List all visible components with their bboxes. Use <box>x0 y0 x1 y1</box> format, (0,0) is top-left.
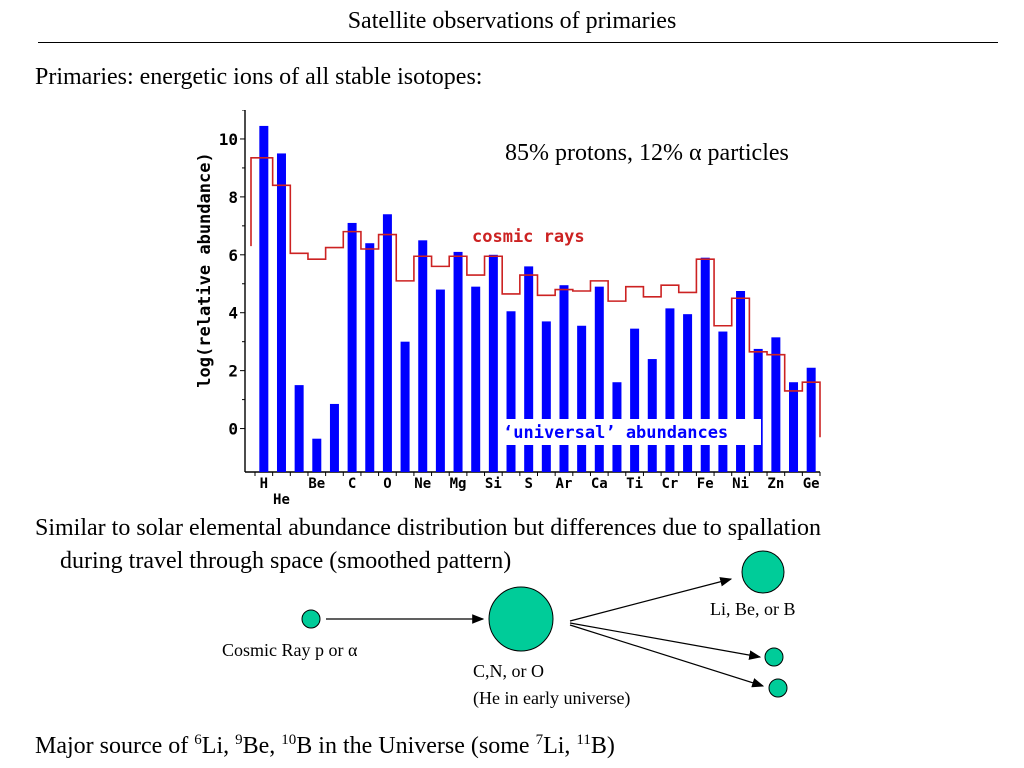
universal-abundances-legend: ‘universal’ abundances <box>503 423 728 443</box>
bar-Ge <box>806 367 816 472</box>
bar-Na <box>435 289 445 472</box>
bar-B <box>329 403 339 472</box>
paragraph-line-2: during travel through space (smoothed pa… <box>60 548 512 574</box>
cosmic-ray-particle <box>301 609 321 629</box>
bar-Co <box>718 331 728 472</box>
cosmic-rays-line <box>250 156 821 438</box>
x-tick-label: Ni <box>732 476 749 492</box>
y-tick-label: 10 <box>219 130 238 149</box>
bar-V <box>647 359 657 472</box>
bar-H <box>259 125 269 472</box>
x-tick-label: Mg <box>450 476 467 492</box>
li7-text: Li, <box>543 733 577 759</box>
bar-C <box>347 222 357 472</box>
x-tick-label: Zn <box>767 476 784 492</box>
y-tick-label: 0 <box>228 420 238 439</box>
product-nucleus-large <box>741 550 785 594</box>
x-tick-label: Ne <box>414 476 431 492</box>
target-nucleus <box>488 586 554 652</box>
y-tick-label: 6 <box>228 246 238 265</box>
b-text: B in the Universe (some <box>296 733 536 759</box>
target-label-2: (He in early universe) <box>473 688 630 709</box>
li6-mass: 6 <box>194 732 202 748</box>
x-tick-label: C <box>348 476 356 492</box>
composition-text: 85% protons, 12% α particles <box>505 140 789 166</box>
bar-He <box>276 153 286 472</box>
y-tick-label: 8 <box>228 188 238 207</box>
bar-P <box>506 311 516 472</box>
product-nucleus-small-1 <box>764 647 784 667</box>
x-tick-label: He <box>273 492 290 508</box>
incoming-label: Cosmic Ray p or α <box>222 640 358 660</box>
footer-text: Major source of 6Li, 9Be, 10B in the Uni… <box>35 733 615 760</box>
be9-mass: 9 <box>235 732 243 748</box>
bar-Mg <box>453 251 463 472</box>
bar-Ca <box>594 286 604 472</box>
bar-O <box>382 214 392 473</box>
li7-mass: 7 <box>535 732 544 748</box>
bar-Cr <box>665 308 675 472</box>
b10-mass: 10 <box>281 732 297 748</box>
y-tick-label: 4 <box>228 304 238 323</box>
bar-Mn <box>683 314 693 472</box>
x-tick-label: Be <box>308 476 325 492</box>
bar-Fe <box>700 257 710 472</box>
x-tick-label: Ar <box>556 476 573 492</box>
x-tick-label: Ca <box>591 476 608 492</box>
x-tick-label: O <box>383 476 391 492</box>
target-label-1: C,N, or O <box>473 661 544 681</box>
bar-Ne <box>418 240 428 472</box>
x-tick-label: Ge <box>803 476 820 492</box>
b11-text: B) <box>590 733 615 759</box>
y-axis-label: log(relative abundance) <box>195 152 215 387</box>
x-tick-label: Fe <box>697 476 714 492</box>
cosmic-rays-legend: cosmic rays <box>472 227 585 247</box>
product-arrow-3 <box>569 624 765 688</box>
be-text: Be, <box>242 733 282 759</box>
bar-Li <box>294 385 304 472</box>
abundance-chart: 0 2 4 6 8 10 H Be C O Ne Mg Si S Ar Ca Ti Cr Fe Ni Zn Ge He l… <box>195 110 821 508</box>
bar-Ar <box>559 285 569 472</box>
bar-Be <box>312 438 322 472</box>
slide-title: Satellite observations of primaries <box>347 8 677 34</box>
bar-N <box>365 243 375 472</box>
bar-Zn <box>771 337 781 472</box>
x-tick-label: Si <box>485 476 502 492</box>
li-text: Li, <box>201 733 236 759</box>
product-label: Li, Be, or B <box>710 599 796 619</box>
x-tick-label: Cr <box>661 476 678 492</box>
bar-Cu <box>753 348 763 472</box>
bar-Si <box>488 254 498 472</box>
universal-legend-bg <box>503 419 761 445</box>
bar-F <box>400 341 410 472</box>
x-tick-label: Ti <box>626 476 643 492</box>
x-tick-label: S <box>524 476 532 492</box>
bar-Al <box>471 286 481 472</box>
intro-text: Primaries: energetic ions of all stable … <box>35 64 483 90</box>
title-divider <box>38 42 998 43</box>
bar-Ni <box>736 291 746 472</box>
bar-Ga <box>789 382 799 472</box>
bar-K <box>577 325 587 472</box>
y-tick-label: 2 <box>228 362 238 381</box>
product-arrow-1 <box>569 577 733 622</box>
x-tick-label: H <box>260 476 268 492</box>
bar-S <box>524 266 534 472</box>
paragraph-line-1: Similar to solar elemental abundance dis… <box>35 515 822 541</box>
product-nucleus-small-2 <box>768 678 788 698</box>
b11-mass: 11 <box>576 732 591 748</box>
product-arrow-2 <box>569 622 762 660</box>
footer-prefix: Major source of <box>35 733 195 759</box>
tick-labels: H Be C O Ne Mg Si S Ar Ca Ti Cr Fe Ni Zn Ge He <box>260 476 820 508</box>
bar-Ti <box>630 328 640 472</box>
bar-Cl <box>541 321 551 472</box>
